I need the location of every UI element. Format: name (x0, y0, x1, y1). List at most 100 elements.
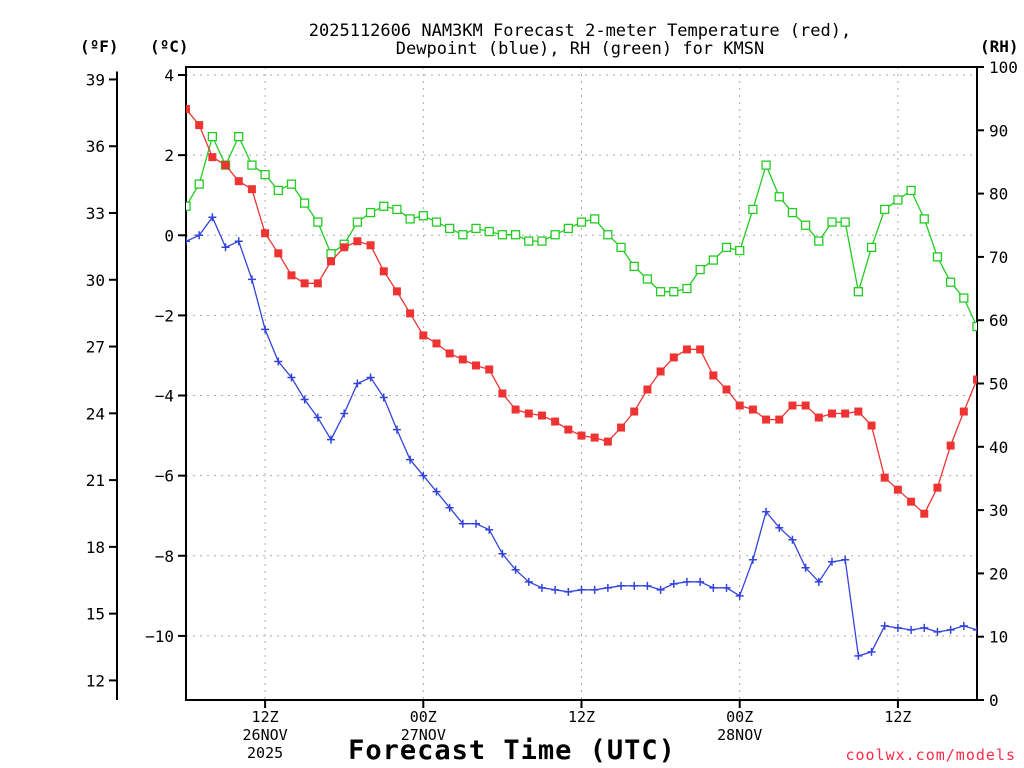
rh-point (695, 264, 705, 275)
rh-point (682, 283, 692, 294)
temperature-point (669, 353, 678, 362)
temperature-point (419, 331, 428, 340)
plot-frame (185, 66, 978, 701)
rh-point (445, 223, 455, 234)
rh-point (840, 217, 850, 227)
fahrenheit-tick-label: 21 (86, 471, 105, 490)
fahrenheit-tick-label: 33 (86, 204, 105, 223)
rh-point (748, 204, 758, 215)
dewpoint-point (973, 625, 977, 634)
dewpoint-point (827, 557, 836, 566)
temperature-point (300, 279, 309, 288)
rh-tick-label: 40 (989, 438, 1008, 457)
dewpoint-point (735, 591, 744, 600)
chart-title-line2: Dewpoint (blue), RH (green) for KMSN (396, 39, 764, 59)
rh-point (787, 207, 798, 218)
fahrenheit-tick-label: 36 (86, 137, 105, 156)
dewpoint-point (195, 231, 204, 240)
rh-point (326, 249, 336, 259)
dewpoint-point (353, 379, 362, 388)
temperature-point (511, 405, 520, 414)
rh-tick-label: 0 (989, 691, 999, 710)
dewpoint-point (722, 583, 731, 592)
rh-point (273, 185, 283, 196)
temperature-point (735, 401, 744, 410)
rh-point (827, 217, 837, 227)
rh-point (655, 287, 666, 297)
x-tick-label: 26NOV (243, 726, 288, 744)
dewpoint-point (946, 625, 955, 634)
rh-point (814, 236, 824, 246)
dewpoint-point (854, 651, 863, 660)
dewpoint-point (933, 627, 942, 636)
fahrenheit-tick-label: 18 (86, 538, 105, 557)
temperature-point (537, 411, 546, 420)
dewpoint-point (379, 393, 388, 402)
dewpoint-point (669, 579, 678, 588)
rh-point (945, 277, 956, 287)
temperature-point (841, 409, 850, 418)
rh-point (906, 185, 916, 196)
dewpoint-point (445, 503, 454, 512)
rh-point (603, 230, 613, 240)
rh-point (616, 242, 626, 253)
chart-grid (186, 67, 977, 700)
temperature-point (617, 423, 626, 432)
temperature-point (287, 271, 296, 280)
temperature-point (524, 409, 533, 418)
celsius-tick-label: −4 (155, 387, 174, 406)
dewpoint-point (261, 325, 270, 334)
temperature-point (827, 409, 836, 418)
temperature-point (986, 345, 994, 353)
rh-point (866, 242, 877, 253)
temperature-series (186, 105, 994, 518)
rh-point (919, 214, 929, 224)
dewpoint-point (801, 563, 810, 572)
temperature-point (186, 105, 190, 114)
celsius-unit-label: (ºC) (150, 37, 189, 56)
temperature-point (907, 497, 916, 506)
dewpoint-point (340, 409, 349, 418)
dewpoint-series (186, 213, 977, 660)
rh-point (299, 198, 310, 208)
rh-point (669, 287, 679, 297)
dewpoint-point (186, 237, 190, 246)
dewpoint-point (775, 523, 784, 532)
fahrenheit-tick-label: 30 (86, 271, 105, 290)
temperature-point (709, 371, 718, 380)
temperature-point (854, 407, 863, 416)
dewpoint-point (788, 535, 797, 544)
x-tick-label: 00Z (410, 708, 437, 726)
rh-point (392, 204, 402, 215)
dewpoint-point (590, 585, 599, 594)
rh-point (761, 160, 771, 170)
temperature-point (551, 417, 560, 426)
celsius-tick-label: 4 (164, 66, 174, 85)
celsius-tick-label: −8 (155, 547, 174, 566)
fahrenheit-tick-label: 24 (86, 404, 105, 423)
rh-tick-label: 100 (989, 58, 1018, 77)
rh-tick-label: 70 (989, 248, 1008, 267)
temperature-point (880, 473, 889, 482)
rh-point (932, 252, 943, 262)
temperature-point (775, 415, 784, 424)
temperature-point (327, 257, 336, 266)
dewpoint-point (406, 455, 415, 464)
temperature-point (643, 385, 652, 394)
dewpoint-point (221, 243, 230, 252)
temperature-point (392, 287, 401, 296)
chart-series (186, 105, 994, 660)
temperature-point (485, 365, 494, 374)
temperature-point (261, 229, 270, 238)
temperature-point (973, 375, 977, 384)
temperature-point (748, 405, 757, 414)
rh-tick-label: 10 (989, 628, 1008, 647)
dewpoint-point (696, 577, 705, 586)
dewpoint-point (392, 425, 401, 434)
dewpoint-point (485, 525, 494, 534)
dewpoint-point (893, 623, 902, 632)
dewpoint-point (959, 621, 968, 630)
dewpoint-point (327, 435, 336, 444)
temperature-point (867, 421, 876, 430)
